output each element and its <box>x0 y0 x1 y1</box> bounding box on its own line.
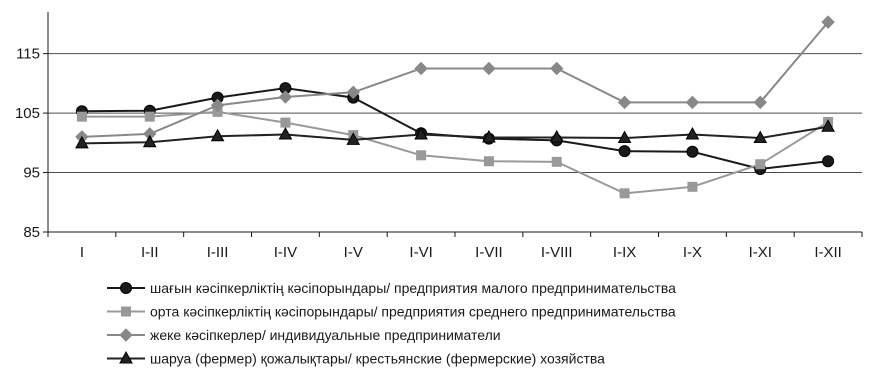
data-point-square <box>76 111 87 122</box>
axes <box>43 12 863 237</box>
x-tick-label: I-XI <box>749 244 772 261</box>
data-point-square <box>483 156 494 167</box>
legend-entry: шағын кәсіпкерліктің кәсіпорындары/ пред… <box>107 280 676 296</box>
legend-entry: жеке кәсіпкерлер/ индивидуальные предпри… <box>107 327 501 343</box>
series-line <box>81 110 829 195</box>
series-line <box>81 125 829 145</box>
data-point-diamond <box>210 98 225 113</box>
legend-entry: орта кәсіпкерліктің кәсіпорындары/ предп… <box>107 304 676 320</box>
legend-label: шаруа (фермер) қожалықтары/ крестьянские… <box>150 351 605 367</box>
data-point-triangle <box>753 130 768 144</box>
x-tick-label: I-IX <box>613 244 636 261</box>
data-point-triangle <box>821 119 835 132</box>
x-tick-label: I-V <box>344 244 363 261</box>
data-point-diamond <box>278 90 293 104</box>
x-tick-label: I-VII <box>475 244 503 261</box>
data-point-diamond <box>414 61 428 76</box>
data-point-square <box>755 159 766 170</box>
data-point-square <box>144 111 155 122</box>
data-point-square <box>416 150 427 161</box>
x-tick-label: I-X <box>683 244 702 261</box>
data-point-triangle <box>617 130 632 144</box>
legend-label: жеке кәсіпкерлер/ индивидуальные предпри… <box>150 327 501 343</box>
x-tick-label: I-XII <box>814 244 842 261</box>
data-point-circle <box>822 155 835 168</box>
data-point-diamond <box>821 15 835 29</box>
legend-marker-triangle <box>119 350 133 364</box>
series-diamond <box>75 15 835 144</box>
data-point-triangle <box>685 126 700 140</box>
y-tick-label: 85 <box>23 224 40 241</box>
data-point-triangle <box>278 126 293 140</box>
data-point-square <box>687 181 698 192</box>
data-point-diamond <box>617 95 632 110</box>
data-point-triangle <box>75 135 89 149</box>
legend-label: орта кәсіпкерліктің кәсіпорындары/ предп… <box>150 304 676 320</box>
data-point-circle <box>686 145 699 158</box>
series-square <box>76 106 834 199</box>
data-point-triangle <box>414 126 428 140</box>
x-tick-label: I-VI <box>409 244 432 261</box>
data-point-circle <box>618 145 631 158</box>
x-tick-label: I <box>80 244 84 261</box>
legend: шағын кәсіпкерліктің кәсіпорындары/ пред… <box>107 280 676 367</box>
legend-marker-diamond <box>119 328 133 342</box>
data-point-square <box>280 117 291 128</box>
y-axis-ticks: 85 95 105 115 <box>15 46 40 241</box>
data-point-triangle <box>549 129 564 143</box>
data-point-diamond <box>550 61 564 76</box>
x-tick-label: I-IV <box>274 244 297 261</box>
series-line <box>81 87 829 170</box>
series-line <box>81 21 829 138</box>
legend-marker-square <box>121 306 131 317</box>
data-point-triangle <box>142 134 157 148</box>
x-tick-label: I-II <box>141 244 159 261</box>
data-point-diamond <box>753 95 767 110</box>
series-circle <box>75 82 835 175</box>
series-triangle <box>75 119 835 149</box>
gridlines <box>48 53 862 174</box>
legend-label: шағын кәсіпкерліктің кәсіпорындары/ пред… <box>150 280 676 296</box>
legend-marker-circle <box>120 282 132 294</box>
data-point-diamond <box>346 85 360 99</box>
data-point-diamond <box>685 95 700 110</box>
y-tick-label: 95 <box>23 165 40 182</box>
series-lines <box>75 15 835 199</box>
data-point-triangle <box>482 129 496 143</box>
data-point-square <box>551 156 562 167</box>
data-point-diamond <box>482 61 496 76</box>
data-point-square <box>619 188 630 199</box>
legend-entry: шаруа (фермер) қожалықтары/ крестьянские… <box>107 351 605 367</box>
x-tick-label: I-III <box>207 244 229 261</box>
data-point-triangle <box>346 132 361 145</box>
x-tick-label: I-VIII <box>541 244 573 261</box>
x-axis-ticks: I I-II I-III I-IV I-V I-VI I-VII I-VIII I-IX I-X I… <box>80 244 842 261</box>
y-tick-label: 115 <box>16 46 40 63</box>
y-tick-label: 105 <box>15 105 40 122</box>
data-point-triangle <box>210 128 225 142</box>
